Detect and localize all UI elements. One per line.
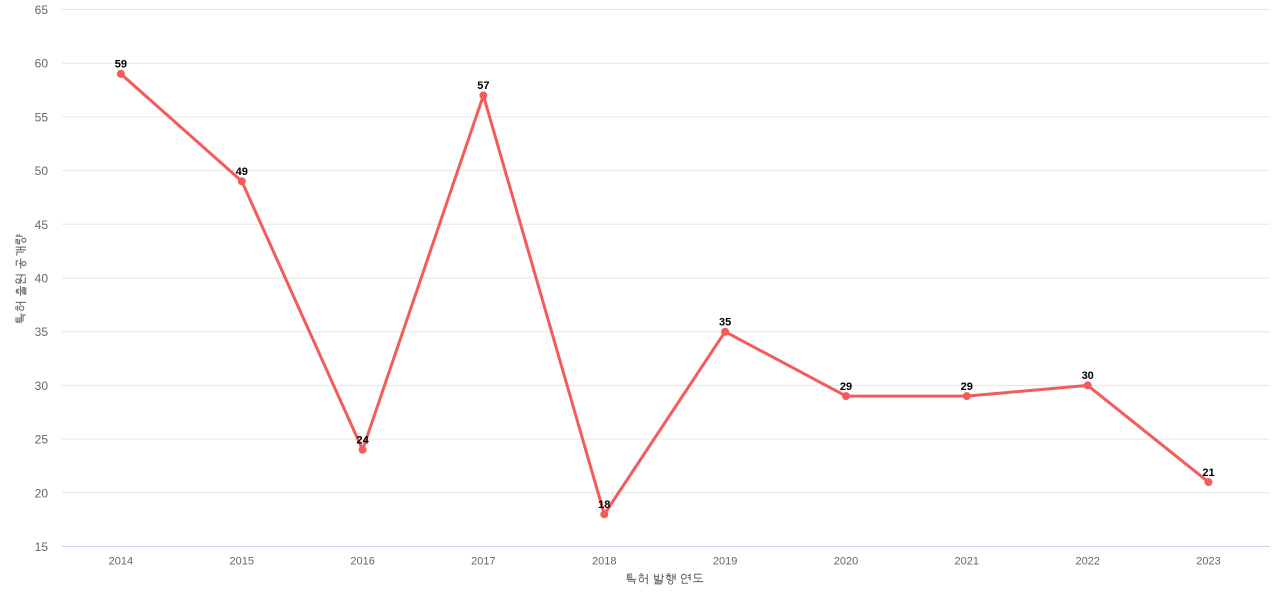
svg-text:59: 59 bbox=[115, 59, 127, 71]
svg-text:2015: 2015 bbox=[230, 556, 254, 568]
svg-text:2020: 2020 bbox=[834, 556, 858, 568]
svg-text:2014: 2014 bbox=[109, 556, 133, 568]
svg-text:2017: 2017 bbox=[471, 556, 495, 568]
svg-text:2018: 2018 bbox=[592, 556, 616, 568]
svg-text:21: 21 bbox=[1202, 467, 1214, 479]
svg-text:55: 55 bbox=[35, 110, 49, 124]
svg-text:65: 65 bbox=[35, 3, 49, 17]
svg-text:30: 30 bbox=[35, 379, 49, 393]
svg-text:2019: 2019 bbox=[713, 556, 737, 568]
svg-text:35: 35 bbox=[35, 325, 49, 339]
svg-text:2016: 2016 bbox=[350, 556, 374, 568]
svg-text:50: 50 bbox=[35, 164, 49, 178]
svg-text:2023: 2023 bbox=[1196, 556, 1220, 568]
svg-text:49: 49 bbox=[236, 166, 248, 178]
svg-text:15: 15 bbox=[35, 540, 49, 554]
svg-text:35: 35 bbox=[719, 317, 731, 329]
svg-text:24: 24 bbox=[356, 435, 369, 447]
svg-text:25: 25 bbox=[35, 433, 49, 447]
svg-text:45: 45 bbox=[35, 218, 49, 232]
svg-text:30: 30 bbox=[1082, 370, 1094, 382]
svg-text:2022: 2022 bbox=[1075, 556, 1099, 568]
svg-text:29: 29 bbox=[961, 381, 973, 393]
svg-text:60: 60 bbox=[35, 57, 49, 71]
svg-text:29: 29 bbox=[840, 381, 852, 393]
svg-text:20: 20 bbox=[35, 486, 49, 500]
svg-text:40: 40 bbox=[35, 272, 49, 286]
svg-text:57: 57 bbox=[477, 80, 489, 92]
svg-text:18: 18 bbox=[598, 499, 610, 511]
svg-text:2021: 2021 bbox=[955, 556, 979, 568]
